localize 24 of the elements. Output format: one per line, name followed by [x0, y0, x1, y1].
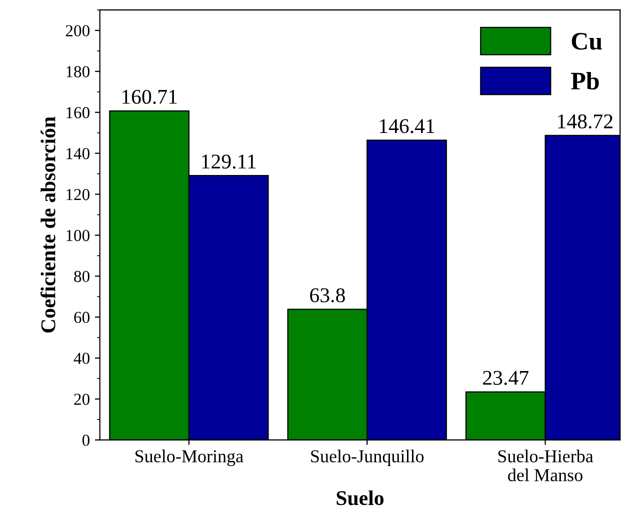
y-tick-label: 180	[66, 66, 90, 78]
y-tick-label: 80	[74, 270, 90, 282]
legend-label: Cu	[572, 32, 602, 50]
data-label: 23.47	[483, 370, 528, 385]
y-tick-label: 0	[82, 434, 90, 446]
x-axis-title: Suelo	[336, 490, 384, 506]
y-tick-label: 160	[66, 107, 90, 118]
legend-label: Pb	[571, 72, 599, 90]
x-tick-label: Suelo-Junquillo	[311, 450, 424, 466]
data-label: 129.11	[202, 154, 256, 169]
data-label: 63.8	[310, 288, 345, 302]
y-tick-label: 40	[74, 352, 90, 364]
y-axis-title: Coeficiente de absorción	[40, 116, 56, 333]
y-tick-label: 100	[66, 230, 90, 242]
y-tick-label: 60	[74, 312, 90, 324]
x-tick-label: Suelo-Moringa	[135, 450, 244, 466]
data-label: 160.71	[122, 90, 177, 104]
x-tick-label: Suelo-Hierba del Manso	[498, 450, 594, 482]
y-tick-label: 120	[66, 188, 90, 200]
y-tick-label: 20	[74, 394, 90, 405]
y-tick-label: 140	[66, 148, 90, 160]
data-label: 146.41	[380, 119, 434, 134]
data-label: 148.72	[558, 114, 612, 129]
y-tick-label: 200	[66, 25, 90, 36]
